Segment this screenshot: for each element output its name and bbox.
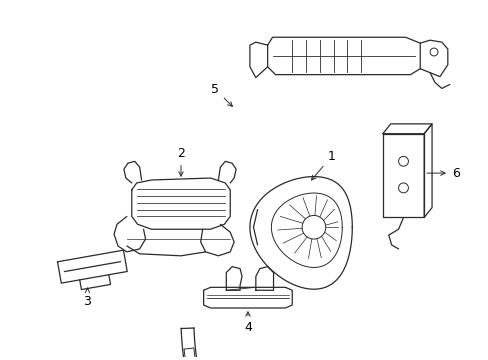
Text: 1: 1	[311, 150, 335, 180]
Text: 4: 4	[244, 312, 251, 334]
Text: 2: 2	[177, 147, 184, 176]
Text: 5: 5	[211, 83, 232, 106]
Text: 6: 6	[426, 167, 459, 180]
Text: 3: 3	[83, 288, 91, 307]
